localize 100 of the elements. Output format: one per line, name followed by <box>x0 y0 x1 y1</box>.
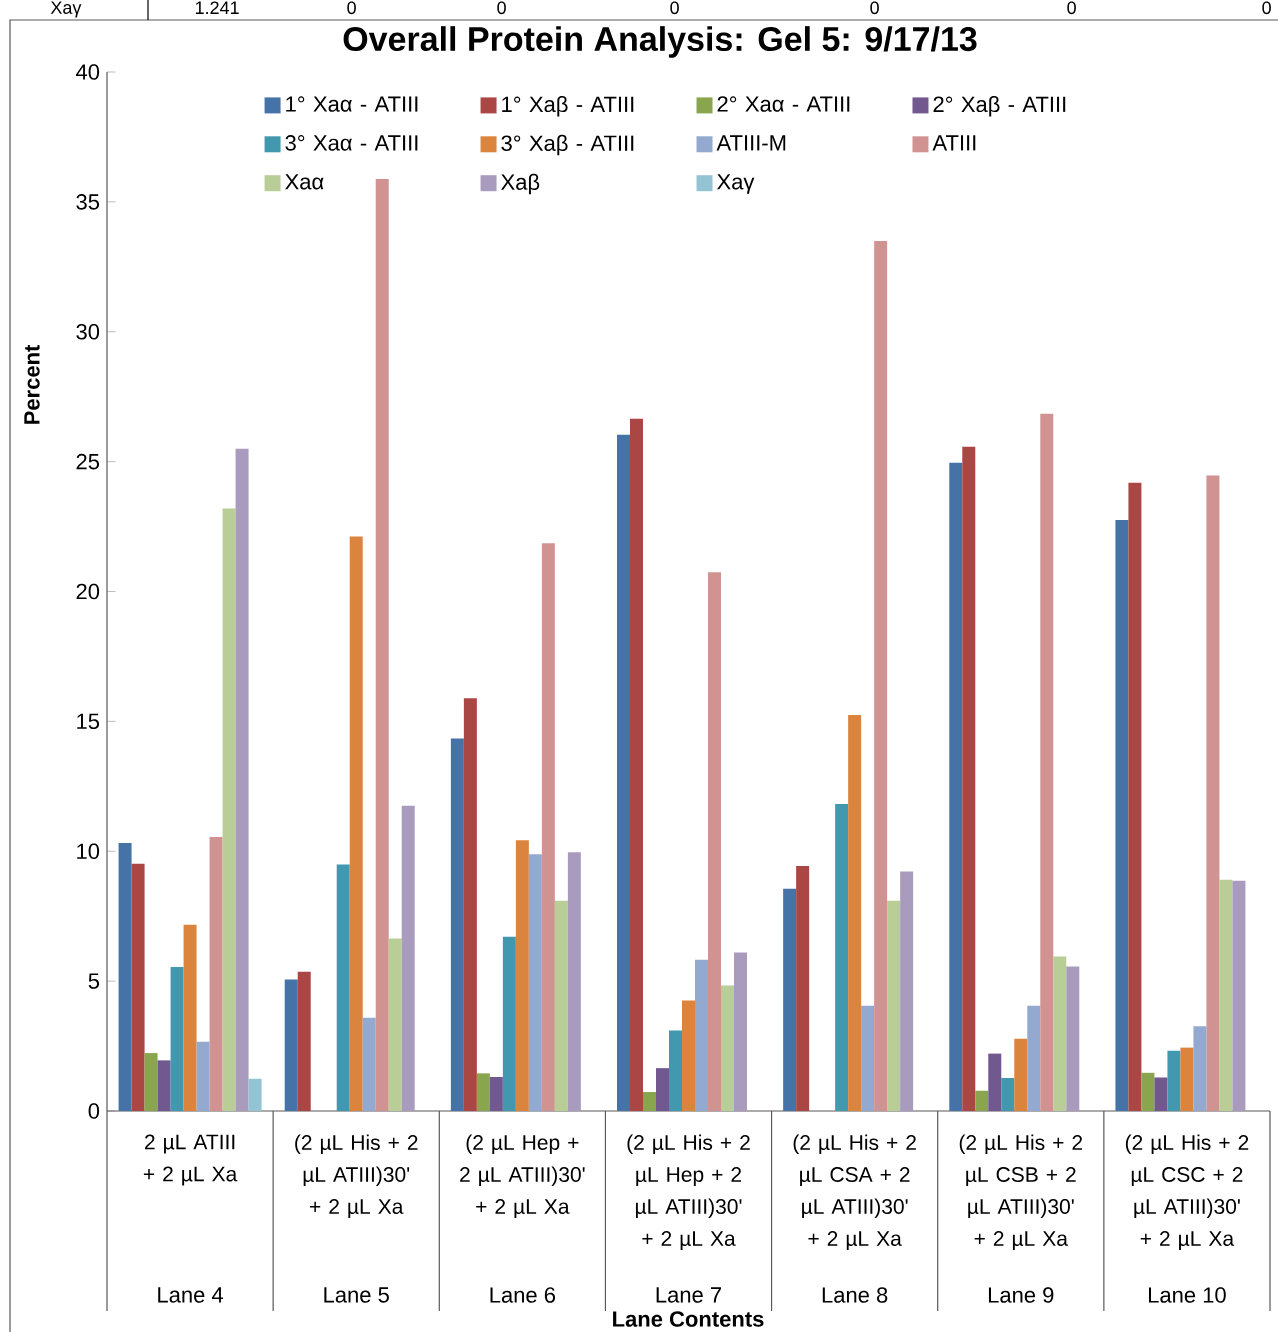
x-tick-label: 2 µL ATIII + 2 µL Xa <box>143 1134 238 1186</box>
bar <box>362 1017 376 1111</box>
bar <box>848 714 862 1111</box>
bar <box>1128 482 1142 1111</box>
y-tick-label: 10 <box>77 843 100 860</box>
text: Xaγ <box>50 1 82 18</box>
bar <box>796 866 810 1111</box>
legend-label: Xaβ <box>501 173 540 195</box>
bar <box>336 864 350 1111</box>
y-tick-label: 40 <box>75 64 100 80</box>
bar <box>708 572 721 1111</box>
text: 1.241 <box>195 1 239 14</box>
x-tick-label: (2 µL His + 2 µL ATIII)30' + 2 µL Xa <box>295 1134 418 1219</box>
legend-label: ATIII <box>932 135 976 151</box>
bar <box>502 936 516 1111</box>
text: 0 <box>870 1 879 15</box>
legend-label: 2° Xaβ - ATIII <box>933 95 1066 117</box>
bar <box>222 508 236 1111</box>
bar <box>297 971 311 1111</box>
bar <box>567 852 581 1111</box>
bar <box>1001 1078 1015 1111</box>
text: Lane 5 <box>324 1287 389 1303</box>
legend-label: ATIII-M <box>716 135 786 151</box>
bar <box>209 836 223 1111</box>
bar <box>196 1041 210 1111</box>
bar <box>284 979 298 1111</box>
x-tick-label: (2 µL His + 2 µL CSA + 2 µL ATIII)30' + 2 µL Xa <box>793 1134 916 1251</box>
bar <box>489 1076 503 1111</box>
legend-label: 1° Xaβ - ATIII <box>502 95 634 117</box>
x-tick-label: (2 µL His + 2 µL CSB + 2 µL ATIII)30' + 2 µL Xa <box>959 1134 1083 1251</box>
bar <box>988 1053 1002 1111</box>
y-tick-label: 0 <box>88 1103 100 1119</box>
text: Lane 9 <box>988 1287 1054 1303</box>
bar <box>975 1090 989 1111</box>
legend-label: 1° Xaα - ATIII <box>286 96 418 112</box>
text: Lane 4 <box>158 1287 224 1303</box>
bar <box>1232 880 1246 1111</box>
text: 0 <box>1262 1 1271 15</box>
bar <box>1167 1050 1181 1111</box>
bar <box>630 418 643 1111</box>
bar <box>962 446 976 1111</box>
x-axis-title: Lane Contents <box>613 1311 764 1327</box>
bar <box>388 938 402 1111</box>
text: 0 <box>1067 1 1076 15</box>
y-tick-label: 20 <box>76 583 100 600</box>
bar <box>144 1053 158 1111</box>
bar <box>656 1068 669 1111</box>
y-tick-label: 35 <box>76 194 100 210</box>
legend-label: 3° Xaβ - ATIII <box>501 134 634 156</box>
text: 0 <box>347 1 356 15</box>
x-tick-label: (2 µL His + 2 µL CSC + 2 µL ATIII)30' + 2 µL Xa <box>1125 1134 1249 1251</box>
bar <box>874 241 888 1111</box>
text: 0 <box>497 1 506 15</box>
bar <box>1219 879 1233 1111</box>
bar <box>1040 413 1054 1111</box>
bar <box>1066 966 1080 1111</box>
bar <box>118 842 132 1111</box>
text: Lane 10 <box>1148 1287 1226 1303</box>
bar <box>1027 1005 1041 1111</box>
x-tick-label: (2 µL Hep + 2 µL ATIII)30' + 2 µL Xa <box>460 1134 585 1219</box>
bar <box>861 1005 875 1111</box>
bar <box>375 179 389 1111</box>
x-tick-label: (2 µL His + 2 µL Hep + 2 µL ATIII)30' + 2 µL Xa <box>627 1134 750 1251</box>
chart-title: Overall Protein Analysis: Gel 5: 9/17/13 <box>343 26 977 58</box>
bar <box>450 738 464 1111</box>
bar <box>476 1073 490 1111</box>
text: Lane 6 <box>490 1287 556 1303</box>
y-tick-label: 30 <box>76 323 100 340</box>
bar <box>170 967 184 1111</box>
legend-label: 3° Xaα - ATIII <box>285 135 418 151</box>
text: 0 <box>670 1 679 15</box>
bar <box>1180 1047 1194 1111</box>
bar <box>131 863 145 1111</box>
y-tick-label: 25 <box>76 453 100 470</box>
legend-label: Xaγ <box>717 174 755 194</box>
bar <box>682 1000 695 1111</box>
text: Lane 8 <box>822 1287 888 1303</box>
bar <box>887 900 901 1111</box>
bar <box>1141 1072 1155 1111</box>
bar <box>1115 520 1129 1111</box>
bar <box>643 1092 656 1111</box>
bar <box>900 871 914 1111</box>
text: Lane 7 <box>656 1287 721 1303</box>
bar <box>783 888 797 1111</box>
bar <box>463 698 477 1111</box>
bar <box>1154 1077 1168 1111</box>
bar <box>528 854 542 1111</box>
y-tick-label: 5 <box>88 973 100 989</box>
bar <box>248 1078 262 1111</box>
bar <box>349 536 363 1111</box>
bar <box>1053 956 1067 1111</box>
legend-label: Xaα <box>285 174 324 190</box>
bar <box>183 924 197 1111</box>
bar <box>235 448 249 1111</box>
bar <box>734 952 747 1111</box>
bar <box>1014 1038 1028 1111</box>
bar <box>515 840 529 1111</box>
y-axis-title: Percent <box>24 344 40 424</box>
legend-label: 2° Xaα - ATIII <box>717 96 850 112</box>
bar <box>949 462 963 1111</box>
